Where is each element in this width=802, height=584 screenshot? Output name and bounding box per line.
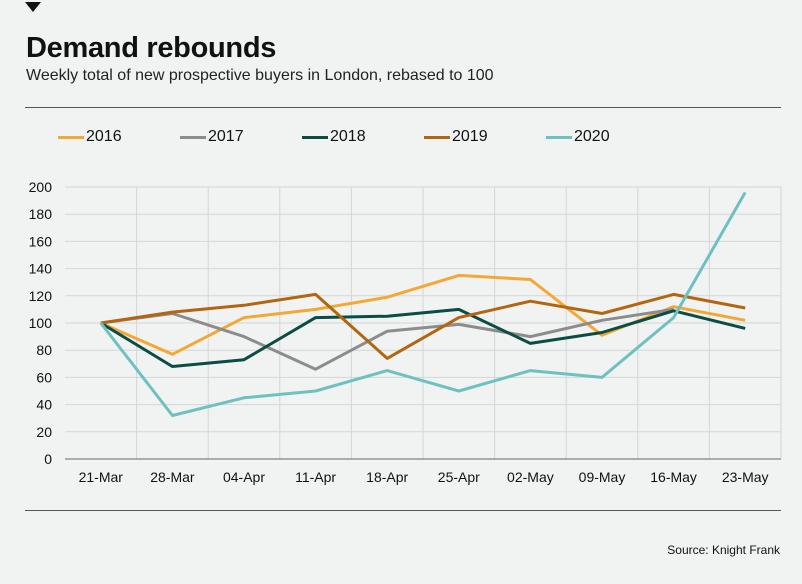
legend-item-2020: 2020	[546, 128, 668, 146]
x-tick-label: 21-Mar	[79, 469, 124, 485]
x-tick-label: 28-Mar	[150, 469, 195, 485]
series-line-2019	[100, 292, 746, 360]
y-tick-label: 40	[36, 397, 52, 413]
chart-subtitle: Weekly total of new prospective buyers i…	[26, 67, 494, 84]
series-line-2020	[99, 191, 747, 417]
legend-swatch	[546, 135, 572, 139]
x-tick-label: 16-May	[650, 469, 697, 485]
y-tick-label: 120	[29, 288, 53, 304]
x-tick-label: 11-Apr	[295, 469, 336, 485]
legend-label: 2016	[86, 128, 122, 145]
y-tick-label: 200	[29, 179, 53, 195]
legend-label: 2020	[574, 128, 610, 145]
legend-item-2018: 2018	[302, 128, 424, 146]
y-tick-label: 160	[29, 233, 53, 249]
bottom-divider	[25, 510, 781, 511]
y-tick-label: 60	[36, 369, 52, 385]
y-tick-label: 140	[29, 261, 53, 277]
y-tick-label: 80	[36, 342, 52, 358]
legend-label: 2017	[208, 128, 244, 145]
x-tick-label: 04-Apr	[223, 469, 265, 485]
legend: 2016 2017 2018 2019 2020	[58, 128, 668, 146]
series-line-2017	[100, 307, 674, 371]
y-tick-label: 20	[36, 424, 52, 440]
legend-swatch	[58, 135, 84, 139]
legend-label: 2018	[330, 128, 366, 145]
legend-swatch	[424, 135, 450, 139]
x-tick-label: 09-May	[579, 469, 626, 485]
top-divider	[25, 107, 781, 108]
chart-title: Demand rebounds	[26, 32, 277, 64]
source-note: Source: Knight Frank	[667, 543, 780, 557]
x-tick-label: 25-Apr	[438, 469, 480, 485]
legend-label: 2019	[452, 128, 488, 145]
x-tick-label: 18-Apr	[366, 469, 408, 485]
x-tick-label: 02-May	[507, 469, 554, 485]
y-tick-label: 180	[29, 206, 53, 222]
legend-swatch	[180, 135, 206, 139]
x-tick-label: 23-May	[722, 469, 769, 485]
legend-item-2017: 2017	[180, 128, 302, 146]
y-tick-label: 0	[44, 451, 52, 467]
series-line-2018	[100, 307, 746, 368]
y-tick-label: 100	[29, 315, 53, 331]
legend-swatch	[302, 135, 328, 139]
legend-item-2016: 2016	[58, 128, 180, 146]
legend-item-2019: 2019	[424, 128, 546, 146]
section-marker-icon	[25, 2, 41, 12]
